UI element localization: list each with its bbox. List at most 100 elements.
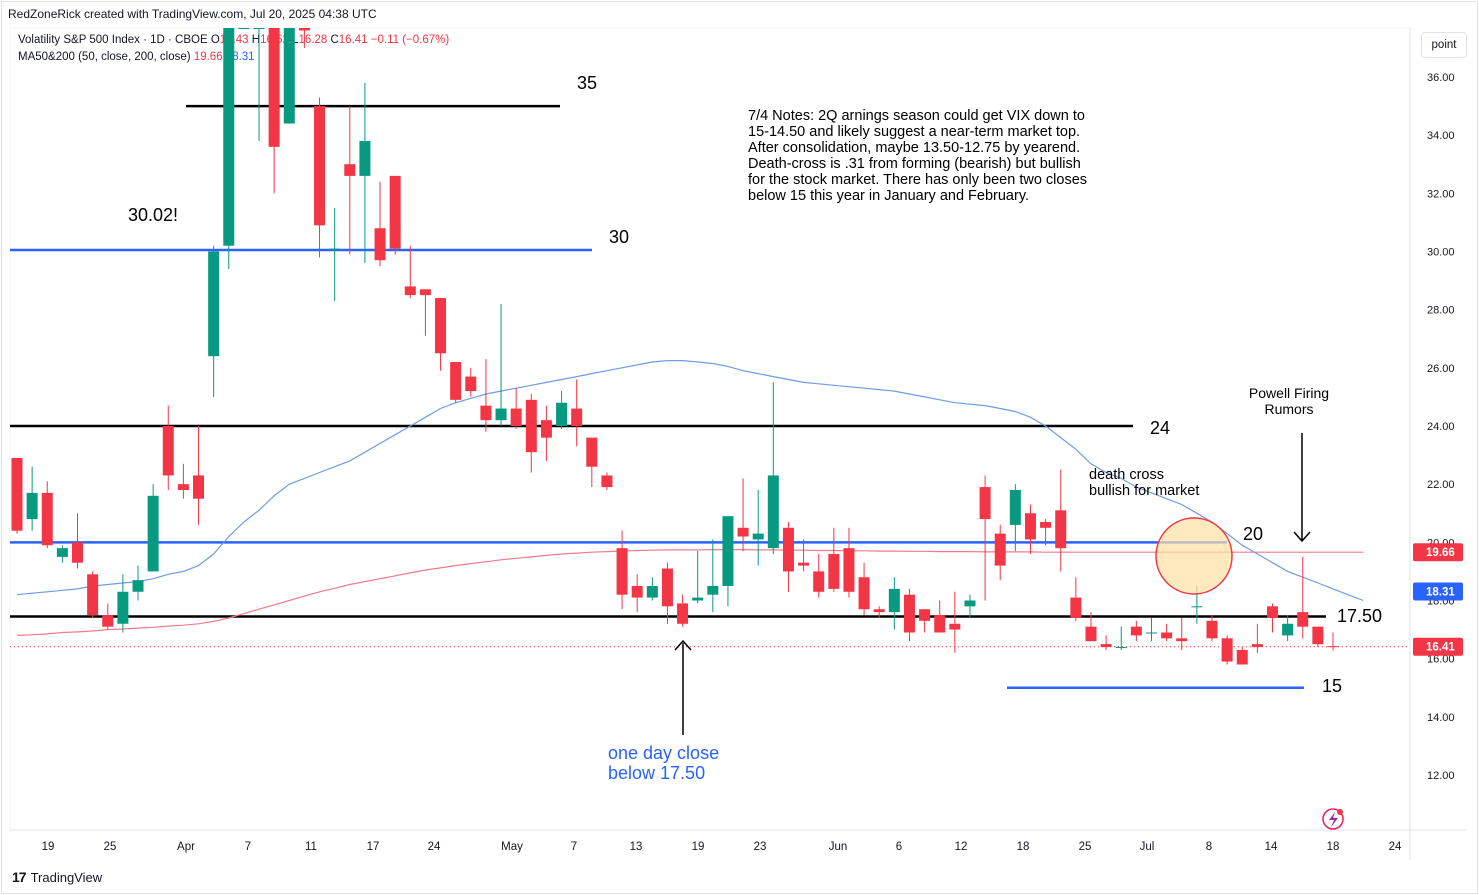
candle-body: [1266, 606, 1278, 618]
y-tick-label: 36.00: [1427, 72, 1455, 84]
y-tick-label: 34.00: [1427, 130, 1455, 142]
candle: [828, 527, 840, 592]
powell-label: Powell Firing: [1249, 385, 1329, 401]
candle-body: [87, 574, 99, 616]
candle: [41, 481, 53, 549]
x-tick-label: 11: [305, 841, 317, 853]
lightning-icon: [1322, 808, 1344, 830]
ma-name: MA50&200 (50, close, 200, close): [18, 51, 191, 63]
candle-body: [843, 548, 855, 592]
ma50-value: 19.66: [193, 51, 223, 63]
candle: [162, 405, 174, 490]
symbol-legend[interactable]: Volatility S&P 500 Index · 1D · CBOE O16…: [18, 34, 449, 46]
y-tick-label: 28.00: [1427, 305, 1455, 317]
close-value: 16.41: [338, 34, 368, 46]
candle-body: [798, 562, 810, 566]
candle: [1085, 612, 1097, 642]
candle: [117, 574, 129, 633]
candle: [540, 405, 552, 461]
candle: [1282, 615, 1294, 642]
candle-body: [752, 533, 764, 540]
candle: [1236, 647, 1248, 665]
candle: [782, 521, 794, 592]
candle-body: [117, 591, 129, 624]
candle: [329, 207, 341, 301]
close-label: C: [330, 34, 339, 46]
x-tick-label: 24: [1389, 841, 1402, 853]
one-day-arrow-head: [674, 639, 692, 651]
plot-area: [9, 27, 1411, 831]
low-value: 16.28: [298, 34, 328, 46]
candle-body: [692, 597, 704, 601]
candle-body: [677, 603, 689, 624]
candle: [737, 478, 749, 552]
candle: [208, 245, 220, 397]
candle: [1145, 617, 1157, 642]
x-tick-label: 24: [428, 841, 441, 853]
candle: [1312, 626, 1324, 648]
open-label: O: [210, 34, 220, 46]
candle-body: [344, 164, 356, 176]
candle: [344, 106, 356, 255]
x-tick-label: 19: [42, 841, 55, 853]
candle: [813, 553, 825, 598]
x-tick-label: Jun: [829, 841, 848, 853]
candle-body: [1115, 647, 1127, 649]
price-tag-text: 16.41: [1426, 642, 1455, 654]
candle: [949, 591, 961, 653]
x-tick-label: Apr: [177, 841, 195, 853]
candle-body: [571, 408, 583, 426]
tradingview-brand: TradingView: [30, 869, 103, 885]
time-axis: 19 25 Apr 7 11 17 24 May 7 13 19 23 Jun 6 12 18 25 Jul 8 14…: [42, 841, 1402, 853]
x-tick-label: 7: [245, 841, 251, 853]
candle-body: [1297, 612, 1309, 627]
candle-body: [903, 594, 915, 633]
candle-body: [1161, 632, 1173, 639]
candle: [1024, 504, 1036, 554]
candle-body: [374, 228, 386, 261]
candle: [480, 359, 492, 432]
candle: [1327, 632, 1339, 651]
candle: [177, 463, 189, 499]
hline-label-35: 35: [577, 73, 597, 93]
candle-body: [435, 298, 447, 354]
y-tick-label: 30.00: [1427, 247, 1455, 259]
x-tick-label: 12: [955, 841, 968, 853]
candle: [268, 28, 280, 194]
candle: [873, 606, 885, 618]
ma200-value: 18.31: [225, 51, 255, 63]
y-tick-label: 24.00: [1427, 421, 1455, 433]
candle: [435, 298, 447, 371]
candle: [616, 530, 628, 610]
one-day-close-label: one day close: [608, 743, 719, 763]
tradingview-logo[interactable]: 17 TradingView: [12, 869, 102, 885]
candle-body: [813, 571, 825, 592]
peak-label: 30.02!: [128, 205, 178, 225]
price-tag-18.31: [1413, 582, 1463, 601]
candle-body: [359, 140, 371, 176]
candle: [102, 603, 114, 630]
candle: [419, 289, 431, 336]
candle: [56, 545, 68, 563]
price-tag-16.41: [1413, 637, 1463, 656]
candle: [692, 551, 704, 604]
candle: [767, 382, 779, 554]
candle-body: [253, 28, 265, 29]
candle-body: [11, 457, 23, 531]
candle-body: [707, 585, 719, 595]
candle-body: [949, 623, 961, 630]
candle: [1115, 626, 1127, 650]
candle-body: [193, 475, 205, 499]
x-tick-label: 18: [1327, 841, 1340, 853]
y-tick-label: 26.00: [1427, 363, 1455, 375]
candle-body: [177, 484, 189, 490]
death-cross-label: bullish for market: [1089, 483, 1199, 499]
candle: [1009, 484, 1021, 552]
candle-body: [1312, 626, 1324, 645]
price-tag-text: 19.66: [1426, 547, 1455, 559]
candle: [722, 516, 734, 607]
ma-legend[interactable]: MA50&200 (50, close, 200, close) 19.66 1…: [18, 51, 255, 63]
y-tick-label: 14.00: [1427, 712, 1455, 724]
scale-mode-button[interactable]: point: [1421, 32, 1467, 58]
